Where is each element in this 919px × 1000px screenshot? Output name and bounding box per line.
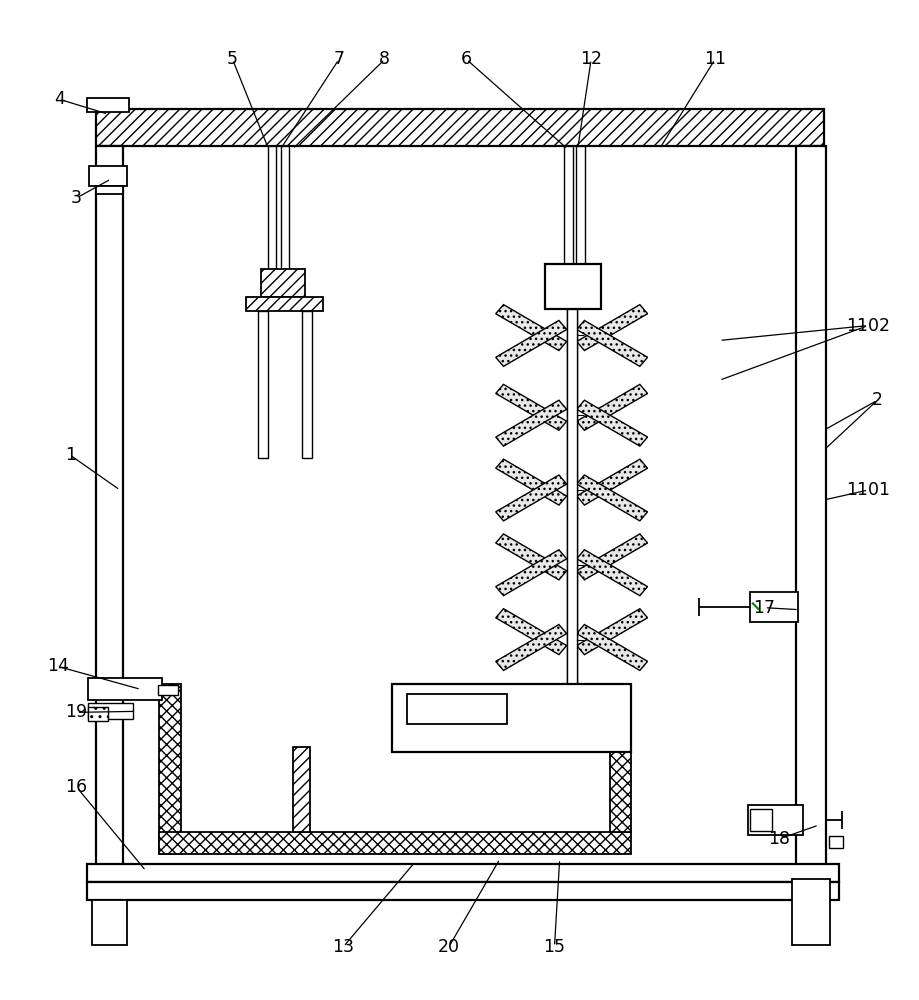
Bar — [88, 707, 108, 721]
Text: 16: 16 — [65, 778, 87, 796]
Polygon shape — [495, 475, 566, 521]
Bar — [159, 832, 630, 854]
Bar — [87, 882, 838, 900]
Polygon shape — [495, 400, 566, 446]
Bar — [159, 684, 181, 854]
Text: 8: 8 — [379, 50, 390, 68]
Bar — [89, 166, 127, 186]
Bar — [158, 685, 177, 695]
Bar — [391, 684, 630, 752]
Bar — [87, 864, 838, 882]
Polygon shape — [576, 305, 647, 351]
Bar — [96, 109, 823, 146]
Bar — [96, 186, 123, 194]
Bar — [563, 146, 572, 286]
Text: 1102: 1102 — [845, 317, 890, 335]
Bar — [747, 805, 802, 835]
Polygon shape — [576, 459, 647, 505]
Bar — [791, 879, 829, 945]
Bar — [749, 592, 797, 622]
Bar — [575, 146, 584, 286]
Text: 15: 15 — [543, 938, 565, 956]
Text: 17: 17 — [753, 599, 775, 617]
Polygon shape — [576, 320, 647, 366]
Bar — [566, 309, 576, 709]
Bar — [609, 684, 630, 742]
Text: 12: 12 — [580, 50, 602, 68]
Text: 6: 6 — [460, 50, 471, 68]
Text: 20: 20 — [437, 938, 460, 956]
Bar — [88, 703, 133, 719]
Text: 1: 1 — [64, 446, 75, 464]
Text: 13: 13 — [332, 938, 354, 956]
Bar — [245, 297, 323, 311]
Polygon shape — [495, 305, 566, 351]
Bar — [828, 836, 842, 848]
Polygon shape — [576, 400, 647, 446]
Polygon shape — [495, 320, 566, 366]
Polygon shape — [576, 625, 647, 670]
Bar — [749, 809, 771, 831]
Bar — [544, 264, 600, 309]
Polygon shape — [576, 550, 647, 596]
Text: 4: 4 — [53, 90, 64, 108]
Bar — [87, 98, 129, 112]
Bar — [280, 146, 289, 296]
Bar — [609, 739, 630, 832]
Bar — [260, 269, 305, 297]
Bar — [566, 309, 576, 709]
Bar — [302, 311, 312, 458]
Text: 5: 5 — [227, 50, 238, 68]
Text: 1101: 1101 — [845, 481, 890, 499]
Text: 18: 18 — [767, 830, 789, 848]
Polygon shape — [495, 609, 566, 655]
Polygon shape — [495, 534, 566, 580]
Bar — [88, 678, 162, 700]
Text: 19: 19 — [65, 703, 87, 721]
Text: 14: 14 — [47, 657, 69, 675]
Text: 2: 2 — [871, 391, 882, 409]
Text: 3: 3 — [71, 189, 82, 207]
Polygon shape — [495, 625, 566, 670]
Text: 7: 7 — [333, 50, 344, 68]
Polygon shape — [576, 384, 647, 430]
Polygon shape — [576, 475, 647, 521]
Polygon shape — [495, 459, 566, 505]
Text: 11: 11 — [703, 50, 725, 68]
Polygon shape — [576, 609, 647, 655]
Bar — [267, 146, 276, 296]
Bar — [96, 146, 123, 879]
Bar — [257, 311, 267, 458]
Polygon shape — [495, 550, 566, 596]
Polygon shape — [576, 534, 647, 580]
Bar — [795, 146, 825, 879]
Bar — [407, 694, 506, 724]
Polygon shape — [495, 384, 566, 430]
Bar — [292, 747, 310, 832]
Bar — [92, 900, 127, 945]
